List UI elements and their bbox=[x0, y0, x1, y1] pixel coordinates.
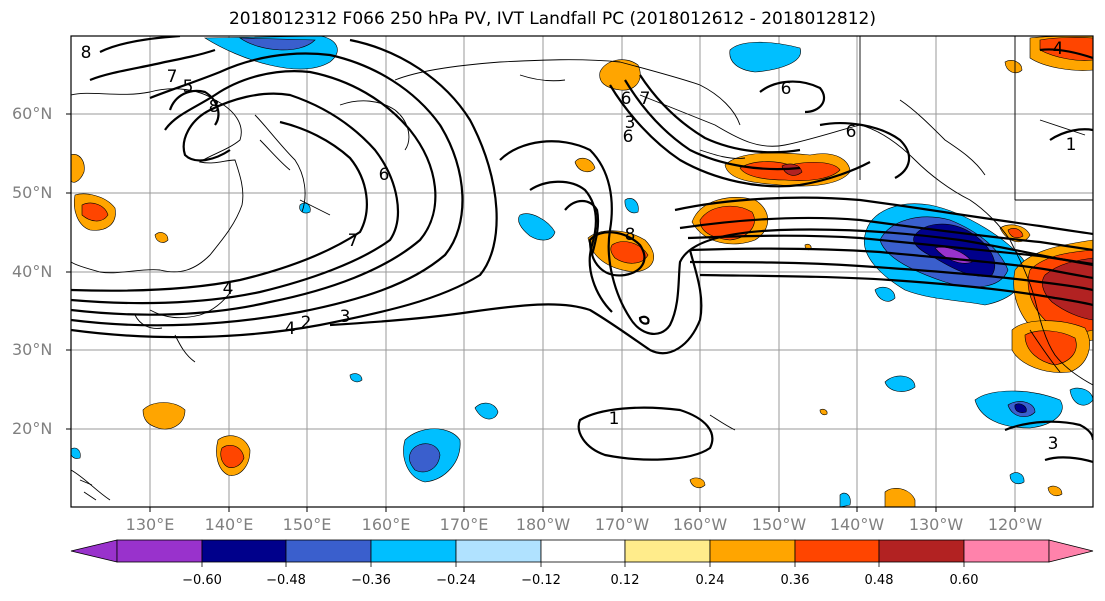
contour-label: 7 bbox=[167, 67, 178, 87]
lon-label: 170°W bbox=[594, 515, 650, 534]
contour-label: 6 bbox=[623, 127, 634, 147]
colorbar-bin bbox=[624, 539, 711, 563]
contour-label: 3 bbox=[625, 113, 636, 133]
colorbar-tick-label: −0.60 bbox=[182, 573, 222, 588]
lat-label: 30°N bbox=[12, 340, 53, 359]
contour-label: 8 bbox=[81, 43, 92, 63]
colorbar-bin bbox=[963, 539, 1050, 563]
axis-ticks bbox=[66, 113, 1016, 512]
lon-label: 120°W bbox=[987, 515, 1043, 534]
contour-label: 1 bbox=[1066, 135, 1077, 155]
lat-label: 40°N bbox=[12, 262, 53, 281]
colorbar-tick-label: −0.48 bbox=[266, 573, 306, 588]
lon-label: 140°E bbox=[204, 515, 254, 534]
contour-labels: 8 7 5 8 7 6 4 3 2 4 8 7 6 3 6 6 6 1 1 3 … bbox=[81, 39, 1077, 454]
colorbar-bin bbox=[116, 539, 203, 563]
contour-label: 1 bbox=[609, 409, 620, 429]
colorbar-bin bbox=[709, 539, 796, 563]
lon-label: 160°E bbox=[361, 515, 411, 534]
colorbar bbox=[70, 539, 1094, 567]
colorbar-tick-label: −0.12 bbox=[521, 573, 561, 588]
colorbar-bin bbox=[794, 539, 880, 563]
colorbar-tick-label: 0.60 bbox=[949, 573, 979, 588]
colorbar-tick-label: −0.36 bbox=[351, 573, 391, 588]
contour-label: 5 bbox=[183, 77, 194, 97]
contour-label: 2 bbox=[301, 313, 312, 333]
contour-label: 3 bbox=[1048, 434, 1059, 454]
lon-label: 150°E bbox=[282, 515, 332, 534]
map-title: 2018012312 F066 250 hPa PV, IVT Landfall… bbox=[228, 9, 876, 29]
colorbar-bin bbox=[285, 539, 372, 563]
contour-label: 7 bbox=[640, 89, 651, 109]
colorbar-bin bbox=[540, 539, 626, 563]
lon-label: 180°W bbox=[515, 515, 571, 534]
colorbar-tick-label: 0.12 bbox=[610, 573, 640, 588]
colorbar-extend-low bbox=[70, 539, 118, 563]
lon-label: 140°W bbox=[829, 515, 885, 534]
contour-label: 4 bbox=[223, 279, 234, 299]
lon-label: 170°E bbox=[439, 515, 489, 534]
contour-label: 4 bbox=[285, 319, 296, 339]
colorbar-tick-label: 0.48 bbox=[864, 573, 894, 588]
pv-contours bbox=[71, 36, 1093, 464]
colorbar-bin bbox=[370, 539, 457, 563]
lon-label: 150°W bbox=[751, 515, 807, 534]
contour-label: 8 bbox=[625, 225, 636, 245]
contour-label: 6 bbox=[781, 79, 792, 99]
contour-label: 4 bbox=[1053, 39, 1064, 59]
colorbar-bin bbox=[455, 539, 542, 563]
contour-label: 3 bbox=[340, 307, 351, 327]
colorbar-extend-high bbox=[1048, 539, 1094, 563]
colorbar-bin bbox=[201, 539, 287, 563]
lon-label: 160°W bbox=[672, 515, 728, 534]
positive-anomaly-shading bbox=[71, 36, 1093, 507]
contour-label: 6 bbox=[379, 165, 390, 185]
colorbar-tick-label: 0.24 bbox=[695, 573, 725, 588]
colorbar-tick-label: 0.36 bbox=[780, 573, 810, 588]
colorbar-bin bbox=[878, 539, 965, 563]
contour-label: 8 bbox=[209, 97, 220, 117]
lat-label: 60°N bbox=[12, 104, 53, 123]
lon-label: 130°W bbox=[908, 515, 964, 534]
contour-label: 7 bbox=[348, 231, 359, 251]
colorbar-tick-label: −0.24 bbox=[436, 573, 476, 588]
contour-label: 6 bbox=[846, 122, 857, 142]
lat-label: 50°N bbox=[12, 183, 53, 202]
lat-label: 20°N bbox=[12, 419, 53, 438]
contour-label: 6 bbox=[621, 89, 632, 109]
lon-label: 130°E bbox=[125, 515, 175, 534]
